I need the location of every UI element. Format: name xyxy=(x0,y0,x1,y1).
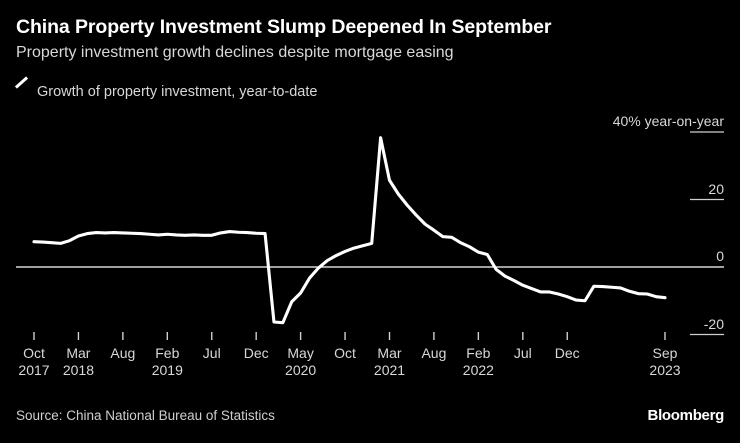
x-axis-tick-label: Jul xyxy=(513,345,532,361)
x-axis-tick-label: Dec xyxy=(554,345,580,361)
x-axis-tick-year: 2023 xyxy=(649,362,681,378)
chart-legend: Growth of property investment, year-to-d… xyxy=(16,82,317,102)
x-axis-tick-label: Feb 2019 xyxy=(151,345,183,378)
x-axis-tick-year: 2017 xyxy=(18,362,50,378)
x-axis-tick-label: Jul xyxy=(202,345,221,361)
page-subtitle: Property investment growth declines desp… xyxy=(16,44,454,61)
y-axis-tick-label: -20 xyxy=(703,315,724,332)
page-title: China Property Investment Slump Deepened… xyxy=(16,16,552,38)
x-axis-tick-label: Mar 2021 xyxy=(373,345,406,378)
x-axis-tick-year: 2019 xyxy=(151,362,183,378)
x-axis-tick-year: 2021 xyxy=(373,362,406,378)
bloomberg-logo: Bloomberg xyxy=(647,407,725,424)
y-axis-tick-label: 20 xyxy=(708,180,724,197)
x-axis-tick-label: Oct 2017 xyxy=(18,345,50,378)
y-axis-tick-label: 0 xyxy=(716,248,724,264)
series-line-growth xyxy=(32,136,667,325)
x-axis-tick-label: May 2020 xyxy=(285,345,317,378)
legend-item-label: Growth of property investment, year-to-d… xyxy=(37,84,318,100)
axis-tick-rules xyxy=(690,131,724,336)
x-axis-tick-label: Dec xyxy=(243,345,269,361)
x-axis-ticks xyxy=(33,332,666,340)
x-axis-tick-year: 2018 xyxy=(62,362,94,378)
x-axis-tick-label: Feb 2022 xyxy=(462,345,494,378)
x-axis-tick-label: Oct xyxy=(334,345,356,361)
diagonal-line-icon xyxy=(16,85,30,99)
x-axis-tick-label: Sep 2023 xyxy=(649,345,681,378)
x-axis-tick-year: 2020 xyxy=(285,362,317,378)
x-axis-tick-year: 2022 xyxy=(462,362,494,378)
x-axis-tick-label: Mar 2018 xyxy=(62,345,94,378)
y-axis-tick-label: 40% year-on-year xyxy=(612,113,724,129)
x-axis-tick-label: Aug xyxy=(421,345,447,361)
x-axis-tick-label: Aug xyxy=(110,345,136,361)
source-note: Source: China National Bureau of Statist… xyxy=(16,408,275,423)
